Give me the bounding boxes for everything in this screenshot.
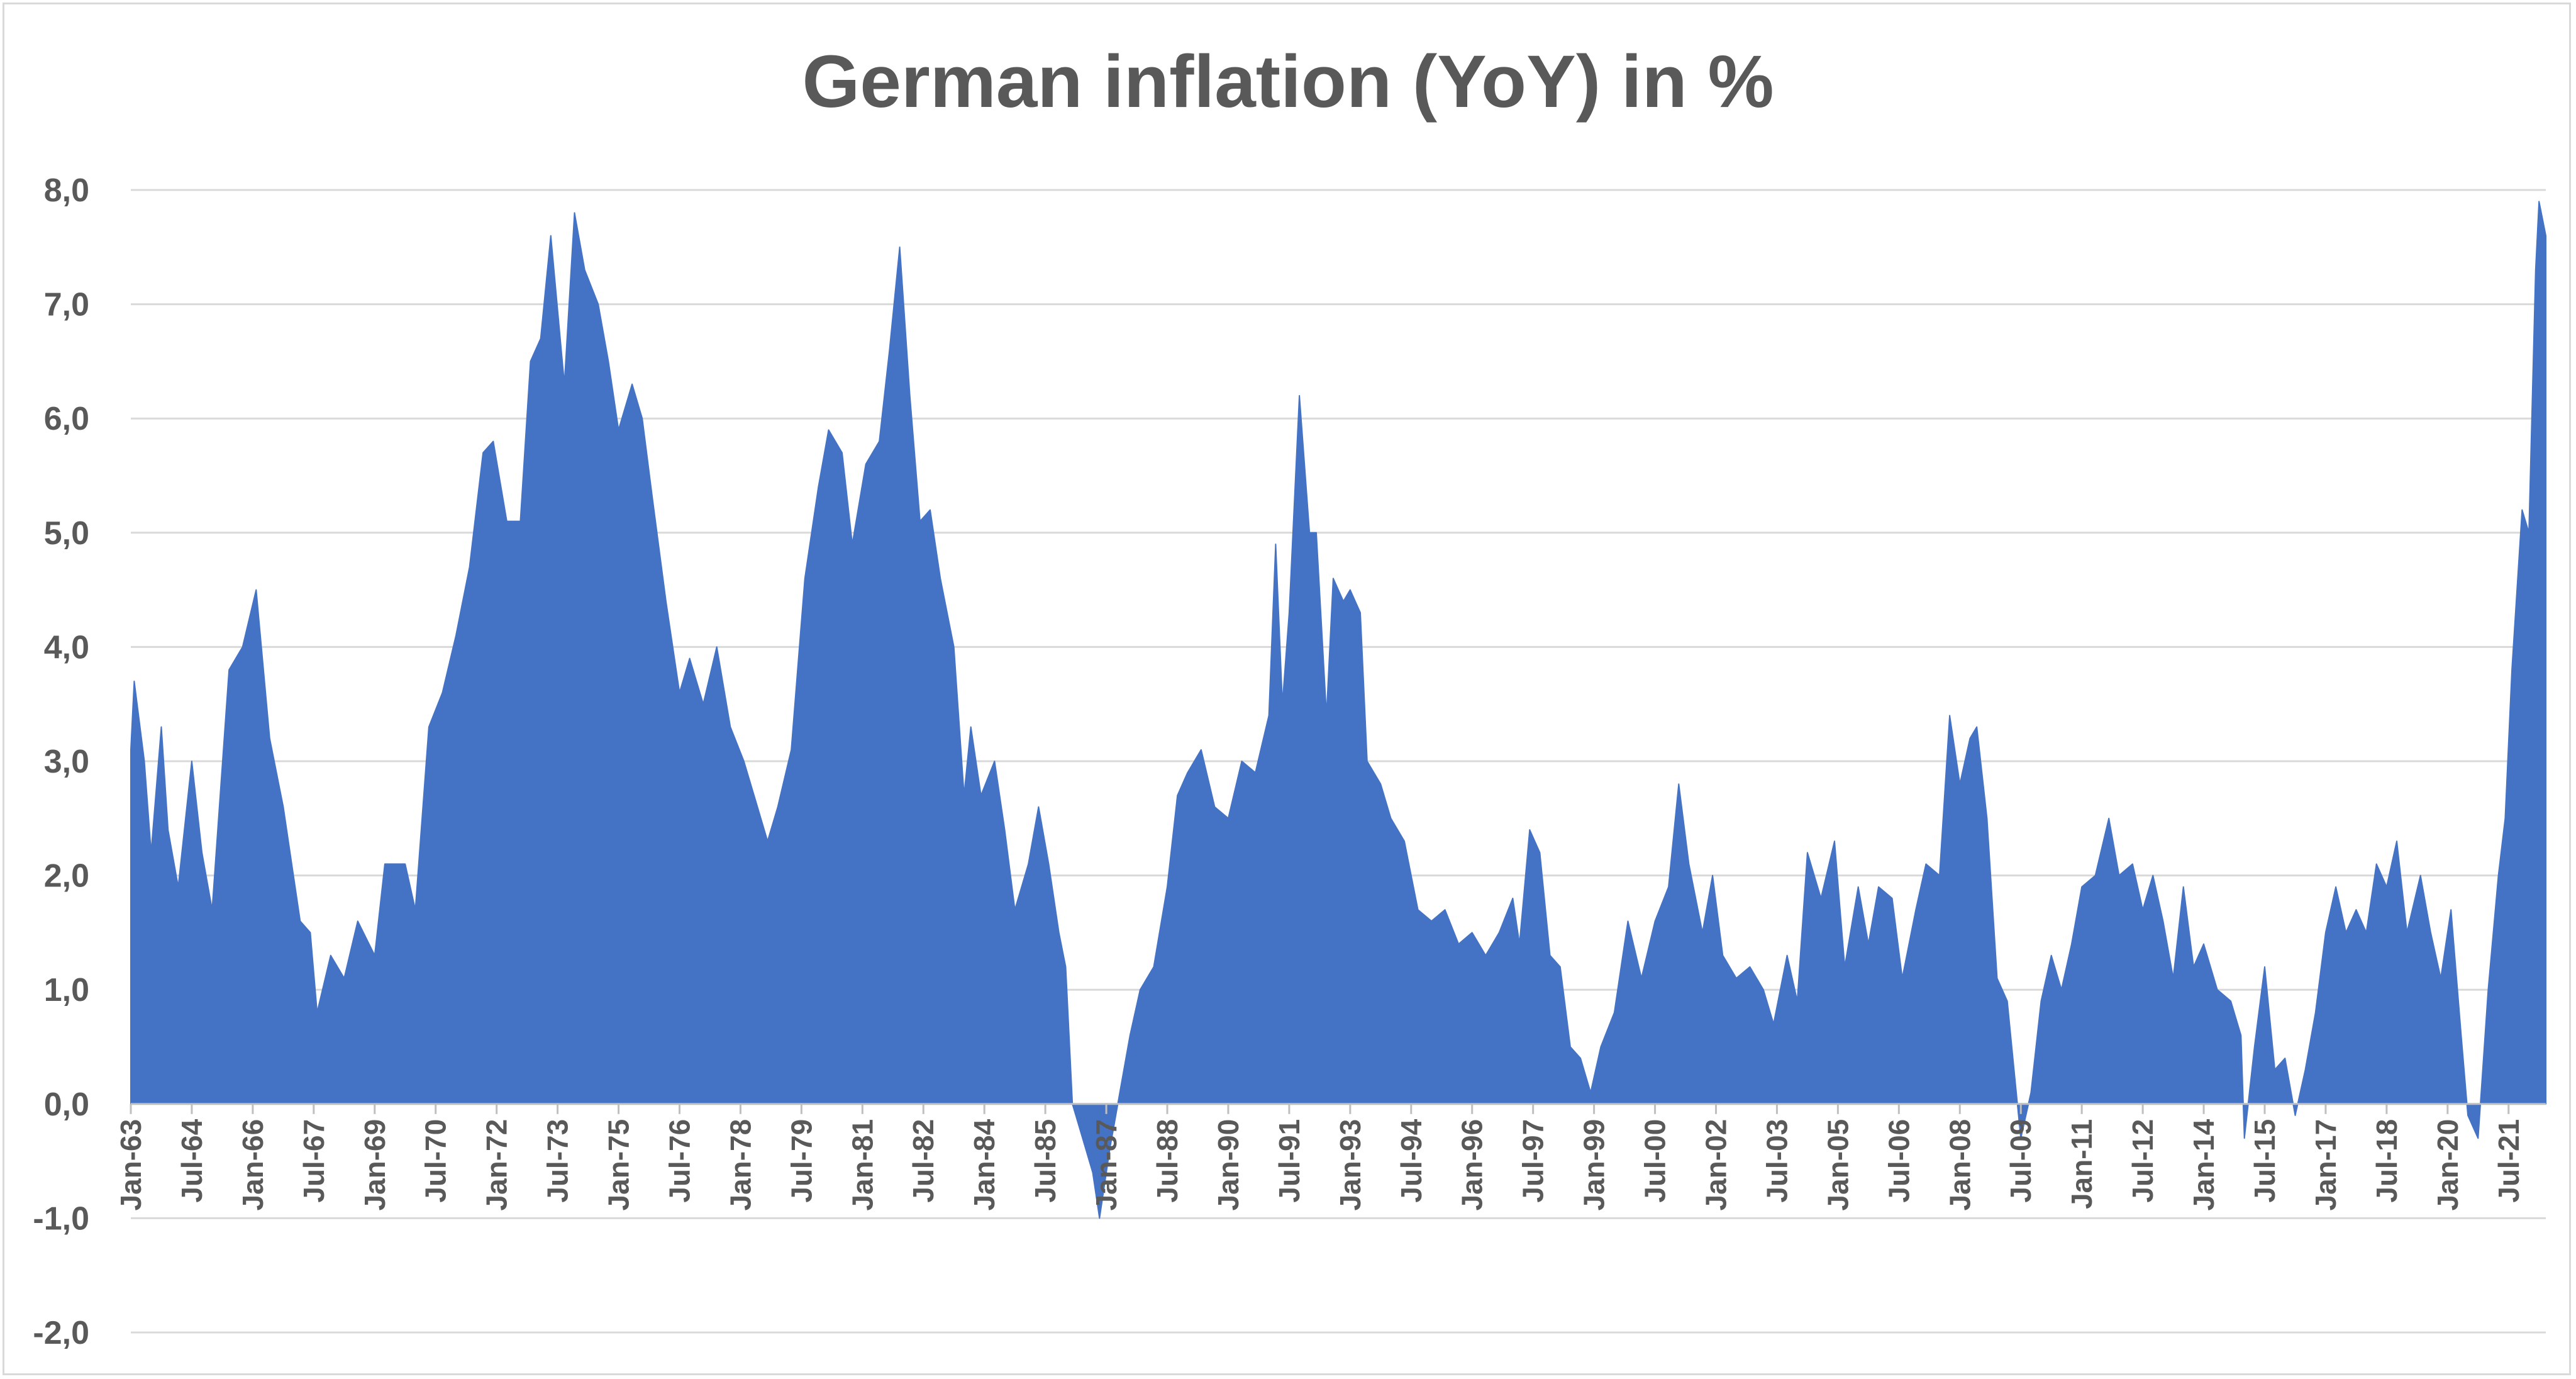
- y-tick-label: 7,0: [44, 287, 89, 323]
- x-tick-label: Jan-02: [1700, 1119, 1733, 1211]
- x-tick-label: Jul-21: [2492, 1119, 2525, 1203]
- x-tick-label: Jan-78: [724, 1119, 757, 1211]
- x-tick-label: Jul-06: [1882, 1119, 1915, 1203]
- x-tick-label: Jul-00: [1639, 1119, 1672, 1203]
- x-tick-label: Jul-97: [1517, 1119, 1550, 1203]
- x-axis: Jan-63 Jul-64 Jan-66 Jul-67 Jan-69 Jul-70 Jan-…: [114, 1103, 2546, 1211]
- x-tick-label: Jan-87: [1090, 1119, 1123, 1211]
- x-tick-label: Jan-17: [2309, 1119, 2342, 1211]
- x-tick-label: Jan-96: [1456, 1119, 1489, 1211]
- x-tick-label: Jan-14: [2187, 1119, 2220, 1210]
- x-tick-label: Jul-09: [2004, 1119, 2037, 1203]
- y-tick-label: -1,0: [33, 1200, 89, 1237]
- x-tick-label: Jan-99: [1578, 1119, 1611, 1211]
- x-tick-label: Jul-70: [419, 1119, 452, 1203]
- x-tick-label: Jan-90: [1212, 1119, 1245, 1211]
- x-tick-label: Jan-11: [2065, 1119, 2098, 1209]
- x-tick-label: Jul-82: [907, 1119, 940, 1203]
- plot-area: [130, 201, 2546, 1219]
- y-tick-label: 1,0: [44, 972, 89, 1008]
- x-tick-label: Jul-73: [541, 1119, 574, 1203]
- chart-title: German inflation (YoY) in %: [802, 40, 1774, 123]
- y-tick-label: 2,0: [44, 858, 89, 895]
- x-tick-label: Jul-64: [175, 1119, 208, 1202]
- y-tick-label: 3,0: [44, 744, 89, 780]
- x-tick-label: Jul-85: [1029, 1119, 1062, 1203]
- x-tick-label: Jan-93: [1334, 1119, 1367, 1211]
- y-tick-label: 6,0: [44, 401, 89, 437]
- series-area: [130, 201, 2546, 1219]
- x-tick-label: Jan-66: [236, 1119, 269, 1211]
- y-tick-label: 8,0: [44, 172, 89, 209]
- y-tick-label: 0,0: [44, 1086, 89, 1123]
- x-tick-label: Jan-20: [2431, 1119, 2464, 1211]
- x-tick-label: Jul-12: [2126, 1119, 2159, 1203]
- x-tick-label: Jan-75: [602, 1119, 635, 1211]
- x-tick-label: Jul-88: [1151, 1119, 1184, 1203]
- x-tick-label: Jul-79: [785, 1119, 818, 1203]
- x-tick-label: Jan-69: [358, 1119, 391, 1211]
- x-tick-label: Jul-91: [1273, 1119, 1306, 1203]
- x-tick-label: Jul-67: [297, 1119, 330, 1203]
- x-tick-label: Jul-94: [1395, 1119, 1428, 1202]
- x-tick-label: Jan-81: [846, 1119, 879, 1211]
- x-tick-label: Jan-08: [1943, 1119, 1976, 1211]
- x-tick-label: Jan-84: [968, 1119, 1001, 1210]
- x-tick-label: Jul-15: [2248, 1119, 2281, 1203]
- x-tick-label: Jan-72: [480, 1119, 513, 1211]
- y-tick-label: 5,0: [44, 515, 89, 552]
- y-axis: -2,0 -1,0 0,0 1,0 2,0 3,0 4,0 5,0 6,0 7,0 8,0: [33, 172, 89, 1351]
- y-tick-label: -2,0: [33, 1315, 89, 1351]
- x-tick-label: Jan-05: [1821, 1119, 1854, 1211]
- x-tick-label: Jul-18: [2370, 1119, 2403, 1203]
- x-tick-label: Jul-03: [1760, 1119, 1793, 1203]
- x-tick-label: Jan-63: [114, 1119, 147, 1211]
- y-tick-label: 4,0: [44, 629, 89, 666]
- x-tick-label: Jul-76: [663, 1119, 696, 1203]
